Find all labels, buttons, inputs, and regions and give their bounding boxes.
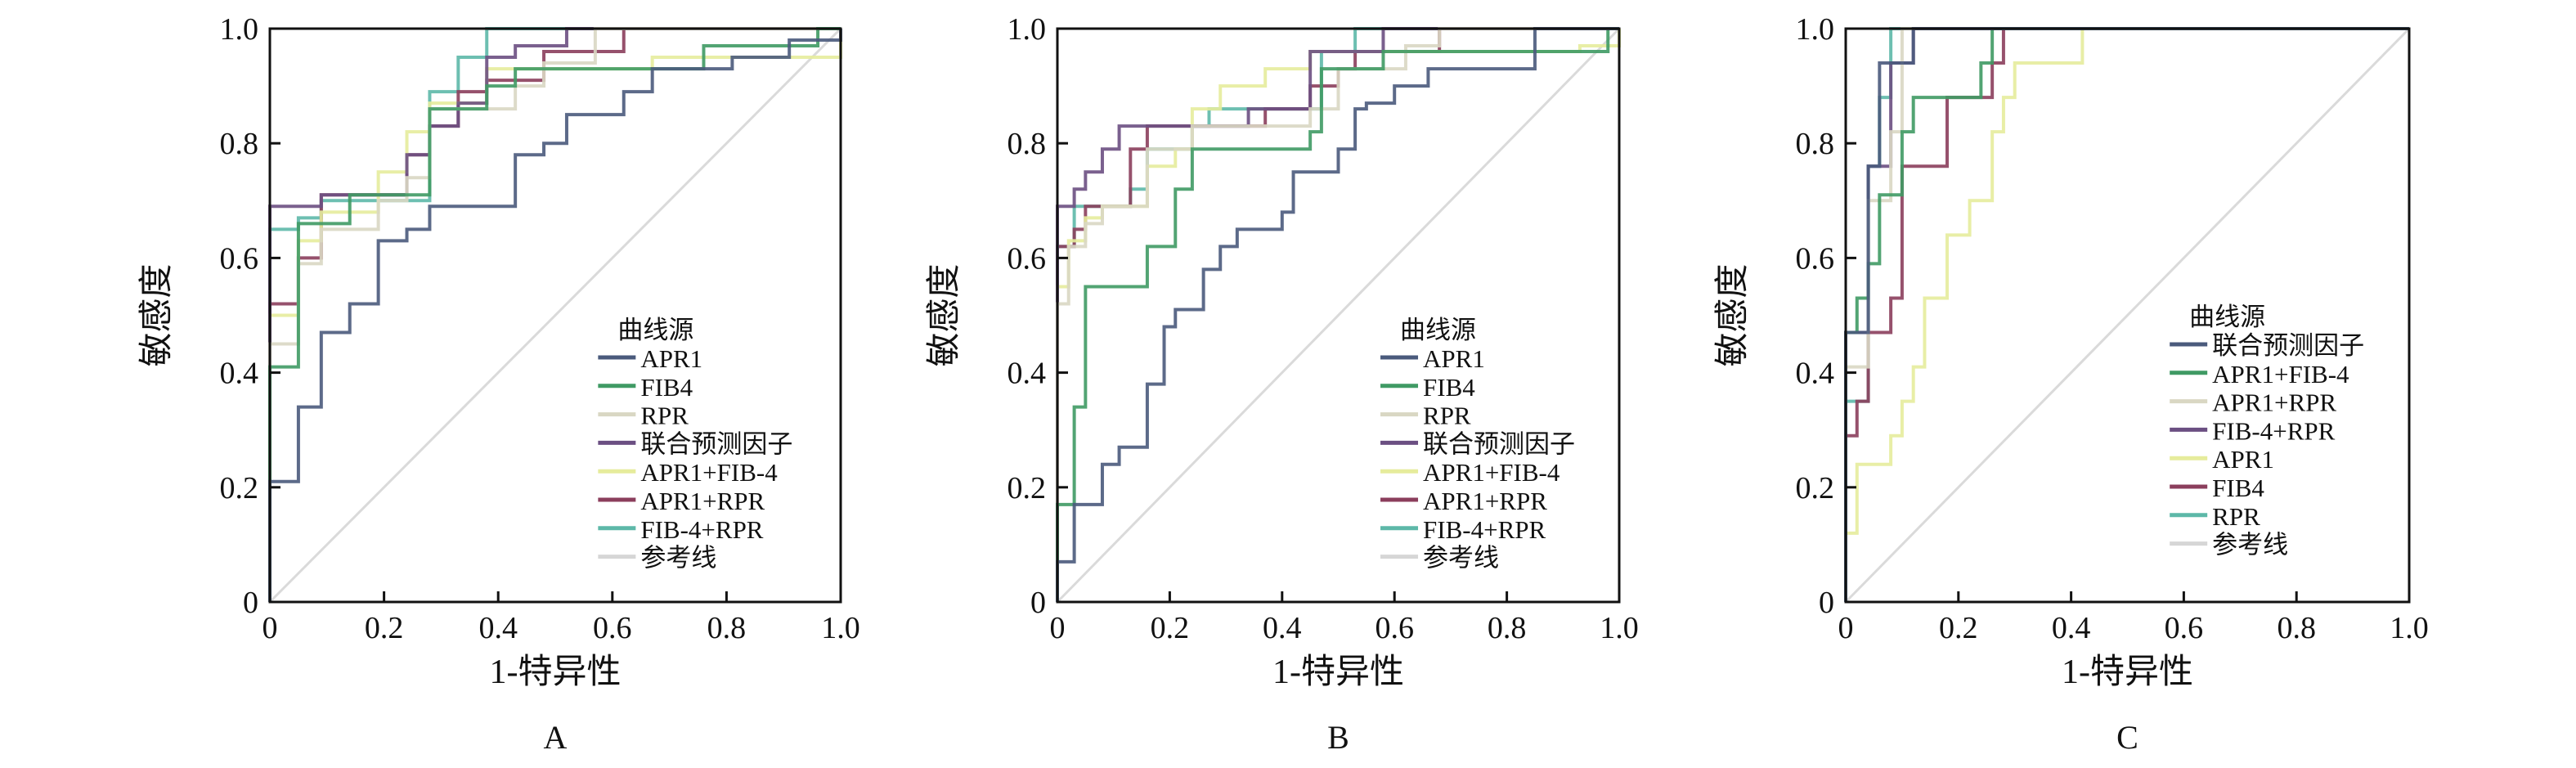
x-tick-label: 0.6 [1375, 611, 1414, 645]
legend-entry: APR1+FIB-4 [640, 458, 778, 487]
roc-curve-APR1 [1056, 27, 1619, 602]
y-tick-label: 0.2 [1008, 471, 1047, 505]
roc-panel-c: 0 0.2 0.4 0.6 0.8 1.0 0 0.2 0.4 0.6 0.8 1.0 1-特异性 敏感度… [1714, 12, 2429, 756]
legend-entry: 参考线 [1423, 544, 1499, 573]
y-tick-label: 0.4 [1796, 357, 1835, 391]
roc-curve-FIB4 [1844, 27, 2409, 602]
legend-title: 曲线源 [1400, 316, 1476, 344]
y-tick-label: 0.8 [220, 127, 259, 161]
legend: 曲线源APR1FIB4RPR联合预测因子APR1+FIB-4APR1+RPRFI… [1380, 316, 1575, 573]
x-tick-label: 0.8 [1488, 611, 1527, 645]
legend-entry: 联合预测因子 [640, 429, 792, 458]
y-tick-label: 0.8 [1796, 127, 1835, 161]
x-tick-label: 0.2 [1939, 611, 1978, 645]
legend-entry: FIB4 [640, 373, 693, 402]
roc-curve-参考线 [1844, 27, 2411, 604]
legend-entry: APR1+RPR [1423, 487, 1547, 515]
x-tick-label: 0 [1838, 611, 1854, 645]
x-tick-label: 0 [263, 611, 278, 645]
y-tick-label: 0.6 [1796, 241, 1835, 276]
panel-label: C [2116, 719, 2138, 756]
legend-entry: RPR [1423, 402, 1471, 430]
legend-entry: APR1+FIB-4 [2212, 360, 2349, 388]
legend-entry: FIB-4+RPR [640, 515, 763, 544]
legend-title: 曲线源 [2189, 303, 2265, 331]
roc-curve-FIB4 [268, 27, 841, 602]
y-tick-label: 0.4 [220, 357, 259, 391]
y-axis-title: 敏感度 [1714, 263, 1752, 366]
x-tick-label: 1.0 [2390, 611, 2429, 645]
roc-curve-参考线 [268, 27, 842, 604]
y-tick-label: 0 [1819, 586, 1834, 620]
legend: 曲线源APR1FIB4RPR联合预测因子APR1+FIB-4APR1+RPRFI… [598, 316, 792, 573]
roc-curve-联合预测因子 [1844, 27, 2409, 602]
roc-curve-APR1 [268, 29, 842, 602]
x-tick-label: 0.6 [593, 611, 632, 645]
legend: 曲线源联合预测因子APR1+FIB-4APR1+RPRFIB-4+RPRAPR1… [2170, 303, 2364, 559]
x-tick-label: 0.8 [707, 611, 747, 645]
legend-entry: FIB4 [2212, 474, 2264, 502]
roc-curve-FIB4 [1056, 27, 1619, 602]
y-tick-label: 0.2 [1796, 471, 1835, 505]
y-tick-label: 0.6 [220, 241, 259, 276]
x-tick-label: 1.0 [821, 611, 860, 645]
x-tick-label: 1.0 [1600, 611, 1639, 645]
roc-panel-a: 0 0.2 0.4 0.6 0.8 1.0 0 0.2 0.4 0.6 0.8 1.0 1-特异性 敏感度… [138, 12, 860, 756]
roc-curve-联合预测因子 [268, 27, 841, 602]
plot-frame [268, 27, 842, 604]
legend-entry: FIB4 [1423, 373, 1475, 402]
legend-entry: APR1+FIB-4 [1423, 458, 1560, 487]
x-tick-label: 0.4 [2052, 611, 2091, 645]
y-tick-label: 0 [243, 586, 258, 620]
x-tick-label: 0.2 [1151, 611, 1190, 645]
legend-title: 曲线源 [617, 316, 693, 344]
roc-curve-参考线 [1056, 27, 1621, 604]
roc-curve-联合预测因子 [1056, 27, 1619, 602]
y-tick-label: 0.4 [1008, 357, 1047, 391]
x-axis-title: 1-特异性 [490, 653, 622, 691]
x-axis-title: 1-特异性 [1272, 653, 1404, 691]
legend-entry: RPR [640, 402, 689, 430]
roc-curve-APR1+FIB-4 [1844, 27, 2409, 602]
y-tick-label: 0 [1030, 586, 1046, 620]
roc-curve-APR1 [1844, 27, 2409, 602]
legend-entry: 联合预测因子 [2212, 331, 2364, 360]
y-tick-label: 1.0 [1796, 12, 1835, 47]
legend-entry: 参考线 [640, 544, 716, 573]
legend-entry: 参考线 [2212, 531, 2288, 559]
panel-label: A [544, 719, 568, 756]
x-tick-label: 0.4 [1263, 611, 1302, 645]
legend-entry: APR1 [640, 344, 702, 373]
x-axis-title: 1-特异性 [2062, 653, 2193, 691]
x-tick-label: 0.4 [478, 611, 518, 645]
legend-entry: 联合预测因子 [1423, 429, 1575, 458]
y-tick-label: 0.8 [1008, 127, 1047, 161]
legend-entry: FIB-4+RPR [1423, 515, 1546, 544]
legend-entry: APR1+RPR [2212, 388, 2336, 417]
x-tick-label: 0.8 [2277, 611, 2316, 645]
panel-label: B [1327, 719, 1349, 756]
y-tick-label: 1.0 [1008, 12, 1047, 47]
legend-entry: APR1 [1423, 344, 1485, 373]
x-tick-label: 0 [1050, 611, 1066, 645]
x-tick-label: 0.2 [365, 611, 404, 645]
y-tick-label: 1.0 [220, 12, 259, 47]
y-axis-title: 敏感度 [926, 263, 963, 366]
y-axis-title: 敏感度 [138, 263, 176, 366]
y-tick-label: 0.6 [1008, 241, 1047, 276]
legend-entry: APR1 [2212, 445, 2274, 474]
legend-entry: RPR [2212, 502, 2260, 531]
plot-frame [1056, 27, 1621, 604]
x-tick-label: 0.6 [2165, 611, 2204, 645]
roc-panel-b: 0 0.2 0.4 0.6 0.8 1.0 0 0.2 0.4 0.6 0.8 1.0 1-特异性 敏感度… [926, 12, 1639, 756]
plot-frame [1844, 27, 2411, 604]
legend-entry: FIB-4+RPR [2212, 416, 2335, 445]
y-tick-label: 0.2 [220, 471, 259, 505]
legend-entry: APR1+RPR [640, 487, 765, 515]
